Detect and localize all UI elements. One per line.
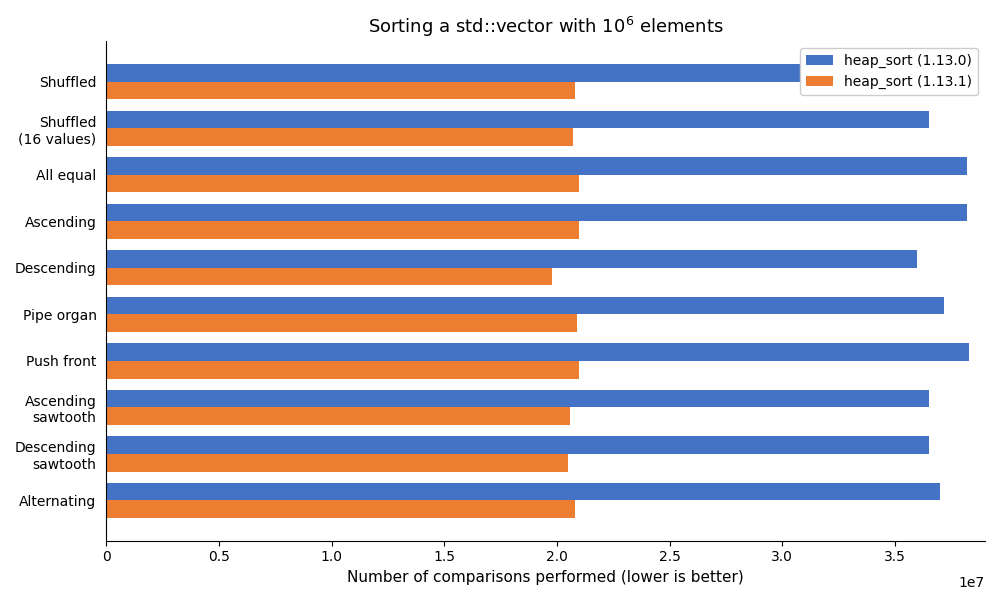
Bar <box>106 314 577 332</box>
Bar <box>106 482 940 500</box>
Bar <box>106 128 573 146</box>
Bar <box>106 361 579 379</box>
Bar <box>106 203 967 221</box>
Bar <box>106 500 575 518</box>
Bar <box>106 407 570 425</box>
Bar <box>106 389 929 407</box>
Bar <box>106 82 575 100</box>
X-axis label: Number of comparisons performed (lower is better): Number of comparisons performed (lower i… <box>347 570 744 585</box>
Bar <box>106 454 568 472</box>
Bar <box>106 64 974 82</box>
Title: Sorting a std::vector with $10^6$ elements: Sorting a std::vector with $10^6$ elemen… <box>368 15 724 39</box>
Bar <box>106 175 579 193</box>
Bar <box>106 157 967 175</box>
Bar <box>106 221 579 239</box>
Bar <box>106 250 917 268</box>
Legend: heap_sort (1.13.0), heap_sort (1.13.1): heap_sort (1.13.0), heap_sort (1.13.1) <box>800 49 978 95</box>
Bar <box>106 296 944 314</box>
Bar <box>106 343 969 361</box>
Bar <box>106 110 929 128</box>
Text: 1e7: 1e7 <box>959 575 985 590</box>
Bar <box>106 268 552 286</box>
Bar <box>106 436 929 454</box>
